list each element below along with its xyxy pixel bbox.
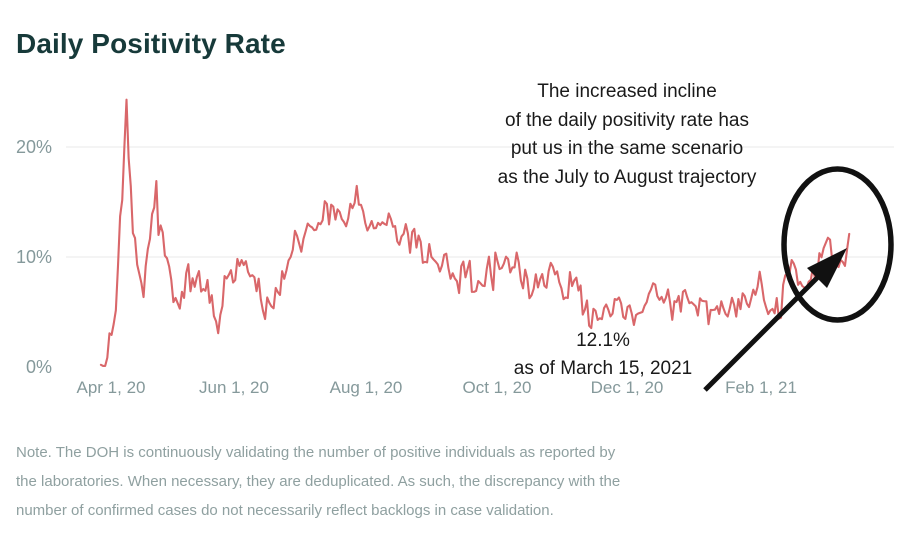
svg-text:Dec 1, 20: Dec 1, 20 [591, 378, 664, 397]
svg-text:put us in the same scenario: put us in the same scenario [511, 138, 743, 159]
svg-text:12.1%: 12.1% [576, 330, 630, 351]
svg-text:0%: 0% [26, 357, 52, 377]
svg-text:Feb 1, 21: Feb 1, 21 [725, 378, 797, 397]
svg-text:The increased incline: The increased incline [537, 81, 717, 102]
svg-text:20%: 20% [16, 137, 52, 157]
svg-text:Apr 1, 20: Apr 1, 20 [77, 378, 146, 397]
svg-text:as of March 15, 2021: as of March 15, 2021 [514, 358, 693, 379]
svg-text:Aug 1, 20: Aug 1, 20 [330, 378, 403, 397]
svg-text:of the daily positivity rate h: of the daily positivity rate has [505, 110, 749, 131]
svg-text:Jun 1, 20: Jun 1, 20 [199, 378, 269, 397]
svg-text:as the July to August trajecto: as the July to August trajectory [498, 167, 757, 188]
svg-text:Oct 1, 20: Oct 1, 20 [463, 378, 532, 397]
svg-text:10%: 10% [16, 247, 52, 267]
